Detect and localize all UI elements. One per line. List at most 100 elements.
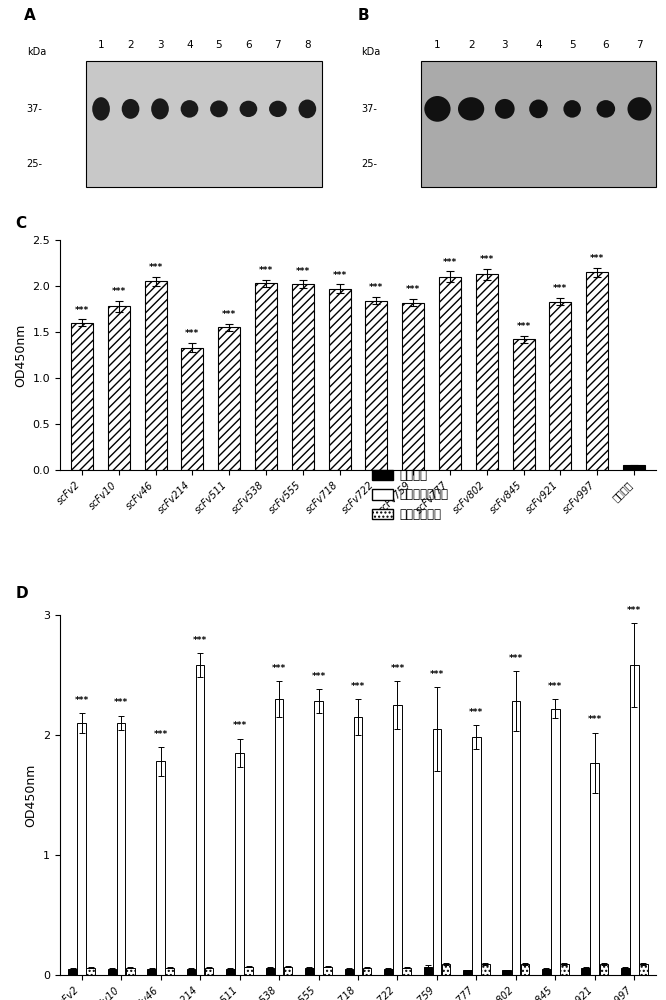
Text: 5: 5 bbox=[216, 40, 222, 50]
Text: C: C bbox=[15, 216, 27, 231]
Text: kDa: kDa bbox=[361, 47, 380, 57]
Text: 6: 6 bbox=[603, 40, 609, 50]
Bar bbox=[476, 274, 498, 470]
Bar bbox=[402, 303, 424, 470]
Bar bbox=[328, 289, 350, 470]
Text: ***: *** bbox=[430, 670, 444, 679]
Ellipse shape bbox=[458, 97, 484, 121]
Bar bbox=[442, 964, 450, 975]
Bar bbox=[145, 281, 166, 470]
Bar bbox=[186, 969, 195, 975]
Ellipse shape bbox=[495, 99, 515, 119]
Bar bbox=[542, 969, 551, 975]
Bar bbox=[305, 968, 314, 975]
Text: ***: *** bbox=[149, 263, 163, 272]
Bar bbox=[472, 737, 481, 975]
Bar bbox=[621, 968, 629, 975]
Text: ***: *** bbox=[112, 287, 126, 296]
Text: B: B bbox=[358, 8, 370, 23]
Text: ***: *** bbox=[548, 682, 563, 691]
Text: ***: *** bbox=[332, 271, 347, 280]
Ellipse shape bbox=[627, 97, 651, 121]
Ellipse shape bbox=[92, 97, 110, 121]
Bar bbox=[354, 717, 362, 975]
Text: 6: 6 bbox=[245, 40, 252, 50]
Bar bbox=[87, 61, 322, 187]
Bar bbox=[284, 967, 292, 975]
Bar bbox=[393, 705, 402, 975]
Text: ***: *** bbox=[222, 310, 236, 319]
Bar bbox=[630, 665, 639, 975]
Text: 25-: 25- bbox=[27, 159, 43, 169]
Bar bbox=[424, 967, 432, 975]
Text: 2: 2 bbox=[127, 40, 134, 50]
Bar bbox=[366, 301, 388, 470]
Text: ***: *** bbox=[587, 715, 602, 724]
Ellipse shape bbox=[529, 100, 547, 118]
Bar bbox=[165, 968, 174, 975]
Ellipse shape bbox=[180, 100, 198, 118]
Bar bbox=[68, 969, 77, 975]
Bar bbox=[235, 753, 244, 975]
Text: ***: *** bbox=[259, 266, 273, 275]
Bar bbox=[181, 348, 203, 470]
Bar bbox=[481, 964, 490, 975]
Bar bbox=[117, 723, 125, 975]
Ellipse shape bbox=[240, 101, 257, 117]
Bar bbox=[581, 968, 590, 975]
Bar bbox=[433, 729, 442, 975]
Bar bbox=[639, 964, 648, 975]
Text: 37-: 37- bbox=[27, 104, 43, 114]
Bar bbox=[402, 968, 411, 975]
Bar bbox=[591, 763, 599, 975]
Ellipse shape bbox=[597, 100, 615, 118]
Bar bbox=[255, 283, 277, 470]
Text: ***: *** bbox=[443, 258, 457, 267]
Bar bbox=[108, 306, 130, 470]
Bar bbox=[439, 277, 461, 470]
Bar bbox=[384, 969, 393, 975]
Text: 37-: 37- bbox=[361, 104, 377, 114]
Ellipse shape bbox=[210, 100, 228, 117]
Y-axis label: OD450nm: OD450nm bbox=[25, 763, 37, 827]
Text: ***: *** bbox=[185, 329, 200, 338]
Bar bbox=[218, 327, 240, 470]
Text: 7: 7 bbox=[274, 40, 281, 50]
Bar bbox=[292, 284, 314, 470]
Bar bbox=[157, 761, 165, 975]
Bar bbox=[108, 969, 117, 975]
Bar bbox=[205, 968, 214, 975]
Bar bbox=[551, 709, 559, 975]
Ellipse shape bbox=[269, 101, 287, 117]
Text: 5: 5 bbox=[569, 40, 575, 50]
Ellipse shape bbox=[298, 100, 316, 118]
Text: 25-: 25- bbox=[361, 159, 377, 169]
Text: ***: *** bbox=[369, 283, 384, 292]
Text: ***: *** bbox=[232, 721, 246, 730]
Text: ***: *** bbox=[75, 306, 89, 315]
Ellipse shape bbox=[122, 99, 139, 119]
Text: 4: 4 bbox=[186, 40, 192, 50]
Text: ***: *** bbox=[553, 284, 567, 293]
Text: ***: *** bbox=[480, 255, 494, 264]
Bar bbox=[266, 968, 274, 975]
Bar bbox=[560, 964, 569, 975]
Bar bbox=[314, 701, 323, 975]
Ellipse shape bbox=[151, 98, 169, 119]
Text: ***: *** bbox=[516, 322, 531, 331]
Bar bbox=[77, 723, 86, 975]
Bar bbox=[244, 967, 253, 975]
Text: ***: *** bbox=[390, 664, 404, 673]
Bar bbox=[586, 272, 608, 470]
Text: 3: 3 bbox=[501, 40, 508, 50]
Text: ***: *** bbox=[193, 636, 207, 645]
Text: ***: *** bbox=[406, 285, 420, 294]
Text: 4: 4 bbox=[535, 40, 541, 50]
Text: 3: 3 bbox=[157, 40, 163, 50]
Bar bbox=[463, 970, 472, 975]
Text: ***: *** bbox=[272, 664, 286, 673]
Text: 2: 2 bbox=[468, 40, 474, 50]
Text: ***: *** bbox=[590, 254, 604, 263]
Bar bbox=[226, 969, 235, 975]
Text: ***: *** bbox=[153, 730, 168, 739]
